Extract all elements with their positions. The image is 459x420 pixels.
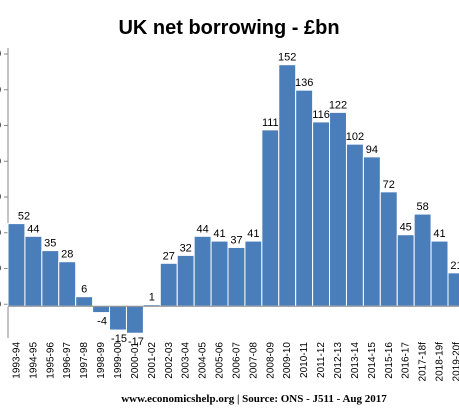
data-label: 58 <box>416 201 428 213</box>
bar-1998-99 <box>92 305 111 314</box>
x-tick-label: 2009-10 <box>282 342 293 379</box>
x-tick-label: 2015-16 <box>384 342 395 379</box>
bar-2005-06 <box>210 240 229 307</box>
bar-2008-09 <box>261 129 280 307</box>
x-tick-label: 1995-96 <box>45 342 56 379</box>
bar-2010-11 <box>295 89 314 307</box>
data-label: 41 <box>247 228 259 240</box>
bar-1993-94 <box>7 223 26 307</box>
data-label: 41 <box>433 228 445 240</box>
y-tick-label: 0 <box>0 228 1 239</box>
x-tick-label: 2010-11 <box>299 342 310 378</box>
bar-2017-18f <box>413 213 432 307</box>
x-tick-label: 1999-00 <box>113 342 124 379</box>
bar-2002-03 <box>159 262 178 307</box>
x-tick-label: 1994-95 <box>28 342 39 379</box>
x-tick-label: 2007-08 <box>248 342 259 379</box>
data-label: 32 <box>180 242 192 254</box>
x-tick-label: 2016-17 <box>401 342 412 379</box>
y-tick-label: 0 <box>0 49 1 60</box>
data-label: 122 <box>329 99 347 111</box>
data-label: -17 <box>128 336 144 348</box>
data-label: 28 <box>61 249 73 261</box>
bar-2000-01 <box>125 305 144 334</box>
bar-2018-19f <box>430 240 449 307</box>
x-tick-label: 1997-98 <box>79 342 90 379</box>
bar-2009-10 <box>278 64 297 307</box>
x-tick-label: 1996-97 <box>62 342 73 379</box>
data-label: -15 <box>111 333 127 345</box>
y-tick-label: 0 <box>0 121 1 132</box>
x-tick-label: 1993-94 <box>11 342 22 379</box>
bar-1999-00 <box>109 305 127 331</box>
chart-title: UK net borrowing - £bn <box>118 17 339 39</box>
x-tick-labels: 1993-94 1994-95 1995-96 1996-97 1997-98 1998-… <box>11 342 459 382</box>
y-tick-label: 0 <box>0 264 1 275</box>
bar-2006-07 <box>227 246 246 307</box>
data-label: 111 <box>262 117 279 129</box>
x-tick-label: 2008-09 <box>265 342 276 379</box>
bar-2003-04 <box>176 254 195 307</box>
bar-2004-05 <box>193 235 212 307</box>
chart-footer: www.economicshelp.org | Source: ONS - J5… <box>121 393 387 405</box>
y-tick-label: 0 <box>0 156 1 167</box>
bar-2012-13 <box>329 111 347 307</box>
bar-1997-98 <box>75 296 94 307</box>
y-tick-label: 0 <box>0 85 1 96</box>
y-tick-label: 0 <box>0 192 1 203</box>
data-label: 52 <box>18 211 30 223</box>
bars <box>7 64 459 334</box>
x-tick-label: 1998-99 <box>96 342 107 379</box>
bar-1995-96 <box>41 250 60 307</box>
data-label: 44 <box>27 223 39 235</box>
data-label: 94 <box>366 144 378 156</box>
data-label: 41 <box>213 228 225 240</box>
bar-2013-14 <box>345 143 364 307</box>
data-label: 102 <box>346 131 364 143</box>
data-label: 1 <box>149 292 155 304</box>
x-tick-label: 2011-12 <box>316 342 327 378</box>
x-tick-label: 2001-02 <box>147 342 158 379</box>
x-tick-label: 2019-20f <box>451 342 459 382</box>
bar-1994-95 <box>24 235 43 307</box>
data-label: 72 <box>383 179 395 191</box>
bar-1996-97 <box>58 261 77 307</box>
x-tick-label: 2005-06 <box>215 342 226 379</box>
x-tick-label: 2000-01 <box>130 342 141 379</box>
data-label: 35 <box>44 238 56 250</box>
data-label: 45 <box>400 222 412 234</box>
y-axis: 0 0 0 0 0 0 0 0 <box>0 48 9 338</box>
data-label: 116 <box>312 109 330 121</box>
bar-2019-20f <box>447 272 459 307</box>
data-label: 27 <box>163 250 175 262</box>
bar-2011-12 <box>312 121 331 307</box>
data-label: 152 <box>278 52 296 64</box>
bar-2014-15 <box>362 156 381 307</box>
x-tick-label: 2012-13 <box>333 342 344 379</box>
x-tick-label: 2006-07 <box>231 342 242 379</box>
x-tick-label: 2003-04 <box>181 342 192 379</box>
data-label: 37 <box>230 234 242 246</box>
data-label: 6 <box>81 284 87 296</box>
data-label: 136 <box>295 77 313 89</box>
y-tick-label: 0 <box>0 299 1 310</box>
data-label: 21 <box>450 260 459 272</box>
x-tick-label: 2013-14 <box>350 342 361 379</box>
x-tick-label: 2004-05 <box>198 342 209 379</box>
bar-2016-17 <box>396 234 415 307</box>
x-tick-label: 2014-15 <box>367 342 378 379</box>
data-label: -4 <box>97 316 107 328</box>
bar-2007-08 <box>244 240 263 307</box>
x-tick-label: 2017-18f <box>418 342 429 382</box>
bar-2015-16 <box>379 191 398 307</box>
data-label: 44 <box>196 223 208 235</box>
x-tick-label: 2018-19f <box>435 342 446 382</box>
x-tick-label: 2002-03 <box>164 342 175 379</box>
